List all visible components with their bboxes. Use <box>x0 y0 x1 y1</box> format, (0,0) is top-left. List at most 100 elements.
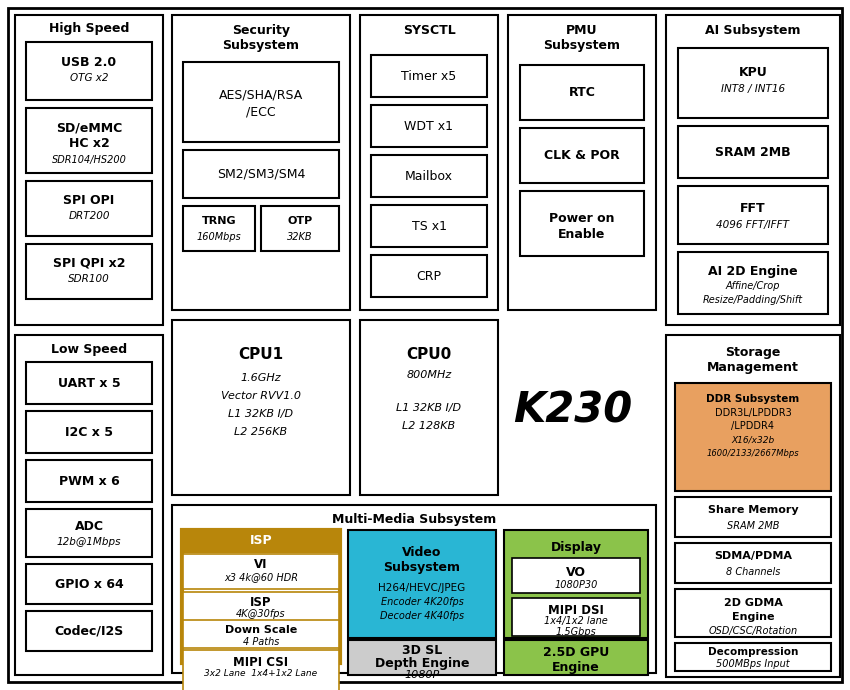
Bar <box>675 589 831 637</box>
Text: 4 Paths: 4 Paths <box>243 637 279 647</box>
Text: SM2/SM3/SM4: SM2/SM3/SM4 <box>217 168 305 181</box>
Text: High Speed: High Speed <box>48 21 129 34</box>
Bar <box>26 564 152 604</box>
Bar <box>348 530 496 638</box>
Text: Engine: Engine <box>552 660 600 673</box>
Text: Power on: Power on <box>549 212 615 224</box>
Text: UART x 5: UART x 5 <box>58 377 121 389</box>
Text: K230: K230 <box>513 389 632 431</box>
Bar <box>675 497 831 537</box>
Text: SDR104/HS200: SDR104/HS200 <box>52 155 127 165</box>
Text: Multi-Media Subsystem: Multi-Media Subsystem <box>332 513 496 526</box>
Text: 1080P30: 1080P30 <box>554 580 598 590</box>
Bar <box>172 320 350 495</box>
Text: Enable: Enable <box>558 228 606 241</box>
Text: 12b@1Mbps: 12b@1Mbps <box>57 537 122 547</box>
Text: Depth Engine: Depth Engine <box>375 656 469 669</box>
Text: WDT x1: WDT x1 <box>405 119 454 132</box>
Text: Subsystem: Subsystem <box>223 39 299 52</box>
Bar <box>512 598 640 636</box>
Text: X16/x32b: X16/x32b <box>731 435 774 444</box>
Text: 1x4/1x2 lane: 1x4/1x2 lane <box>544 616 608 626</box>
Bar <box>15 15 163 325</box>
Bar <box>172 15 350 310</box>
Bar <box>183 554 339 589</box>
Text: Security: Security <box>232 23 290 37</box>
Text: CLK & POR: CLK & POR <box>544 148 620 161</box>
Text: SRAM 2MB: SRAM 2MB <box>715 146 791 159</box>
Text: Down Scale: Down Scale <box>225 625 298 635</box>
Bar <box>675 643 831 671</box>
Bar <box>371 255 487 297</box>
Bar <box>512 558 640 593</box>
Text: Storage: Storage <box>725 346 780 359</box>
Text: 500MBps Input: 500MBps Input <box>717 659 790 669</box>
Bar <box>504 530 648 638</box>
Text: L2 128KB: L2 128KB <box>402 421 456 431</box>
Bar <box>666 15 840 325</box>
Text: I2C x 5: I2C x 5 <box>65 426 113 439</box>
Bar <box>15 335 163 675</box>
Bar <box>261 206 339 251</box>
Text: /LPDDR4: /LPDDR4 <box>732 421 774 431</box>
Text: H264/HEVC/JPEG: H264/HEVC/JPEG <box>378 583 466 593</box>
Bar <box>678 186 828 244</box>
Text: DRT200: DRT200 <box>68 211 110 221</box>
Bar <box>520 65 644 120</box>
Bar <box>183 592 339 622</box>
Text: SD/eMMC: SD/eMMC <box>56 121 122 135</box>
Text: HC x2: HC x2 <box>69 137 110 150</box>
Text: 2.5D GPU: 2.5D GPU <box>543 647 609 660</box>
Bar <box>508 15 656 310</box>
Text: Decompression: Decompression <box>708 647 798 657</box>
Bar <box>371 55 487 97</box>
Bar <box>26 108 152 173</box>
Text: KPU: KPU <box>739 66 768 79</box>
Text: DDR3L/LPDDR3: DDR3L/LPDDR3 <box>715 408 791 418</box>
Text: ADC: ADC <box>75 520 104 533</box>
Text: L1 32KB I/D: L1 32KB I/D <box>396 403 462 413</box>
Text: 3x2 Lane  1x4+1x2 Lane: 3x2 Lane 1x4+1x2 Lane <box>205 669 318 678</box>
Bar <box>371 205 487 247</box>
Text: L1 32KB I/D: L1 32KB I/D <box>229 409 293 419</box>
Text: AI 2D Engine: AI 2D Engine <box>708 264 798 277</box>
Text: OTG x2: OTG x2 <box>70 73 108 83</box>
Text: MIPI DSI: MIPI DSI <box>548 604 604 616</box>
Text: SDMA/PDMA: SDMA/PDMA <box>714 551 792 561</box>
Text: Resize/Padding/Shift: Resize/Padding/Shift <box>703 295 803 305</box>
Bar <box>520 128 644 183</box>
Text: Subsystem: Subsystem <box>383 562 461 575</box>
Text: 800MHz: 800MHz <box>406 370 451 380</box>
Bar <box>504 640 648 675</box>
Text: Engine: Engine <box>732 612 774 622</box>
Text: INT8 / INT16: INT8 / INT16 <box>721 84 785 94</box>
Bar <box>360 320 498 495</box>
Text: Management: Management <box>707 360 799 373</box>
Bar <box>183 620 339 648</box>
Text: ISP: ISP <box>250 535 272 547</box>
Text: Share Memory: Share Memory <box>708 505 798 515</box>
Text: SRAM 2MB: SRAM 2MB <box>727 521 779 531</box>
Bar <box>26 509 152 557</box>
Bar <box>26 611 152 651</box>
Text: 1.6GHz: 1.6GHz <box>241 373 281 383</box>
Bar <box>183 150 339 198</box>
Bar <box>183 206 255 251</box>
Text: ISP: ISP <box>250 595 272 609</box>
Bar <box>371 155 487 197</box>
Text: GPIO x 64: GPIO x 64 <box>54 578 123 591</box>
Text: SPI OPI: SPI OPI <box>64 193 115 206</box>
Text: Affine/Crop: Affine/Crop <box>726 281 780 291</box>
Text: MIPI CSI: MIPI CSI <box>234 656 288 669</box>
Text: AES/SHA/RSA: AES/SHA/RSA <box>218 88 303 101</box>
Text: PWM x 6: PWM x 6 <box>59 475 119 488</box>
Text: VI: VI <box>254 558 268 571</box>
Text: 160Mbps: 160Mbps <box>196 232 241 242</box>
Text: 32KB: 32KB <box>287 232 313 242</box>
Bar <box>182 530 340 552</box>
Bar <box>678 126 828 178</box>
Bar <box>360 15 498 310</box>
Text: USB 2.0: USB 2.0 <box>61 55 116 68</box>
Text: CRP: CRP <box>416 270 441 282</box>
Text: 2D GDMA: 2D GDMA <box>723 598 783 608</box>
